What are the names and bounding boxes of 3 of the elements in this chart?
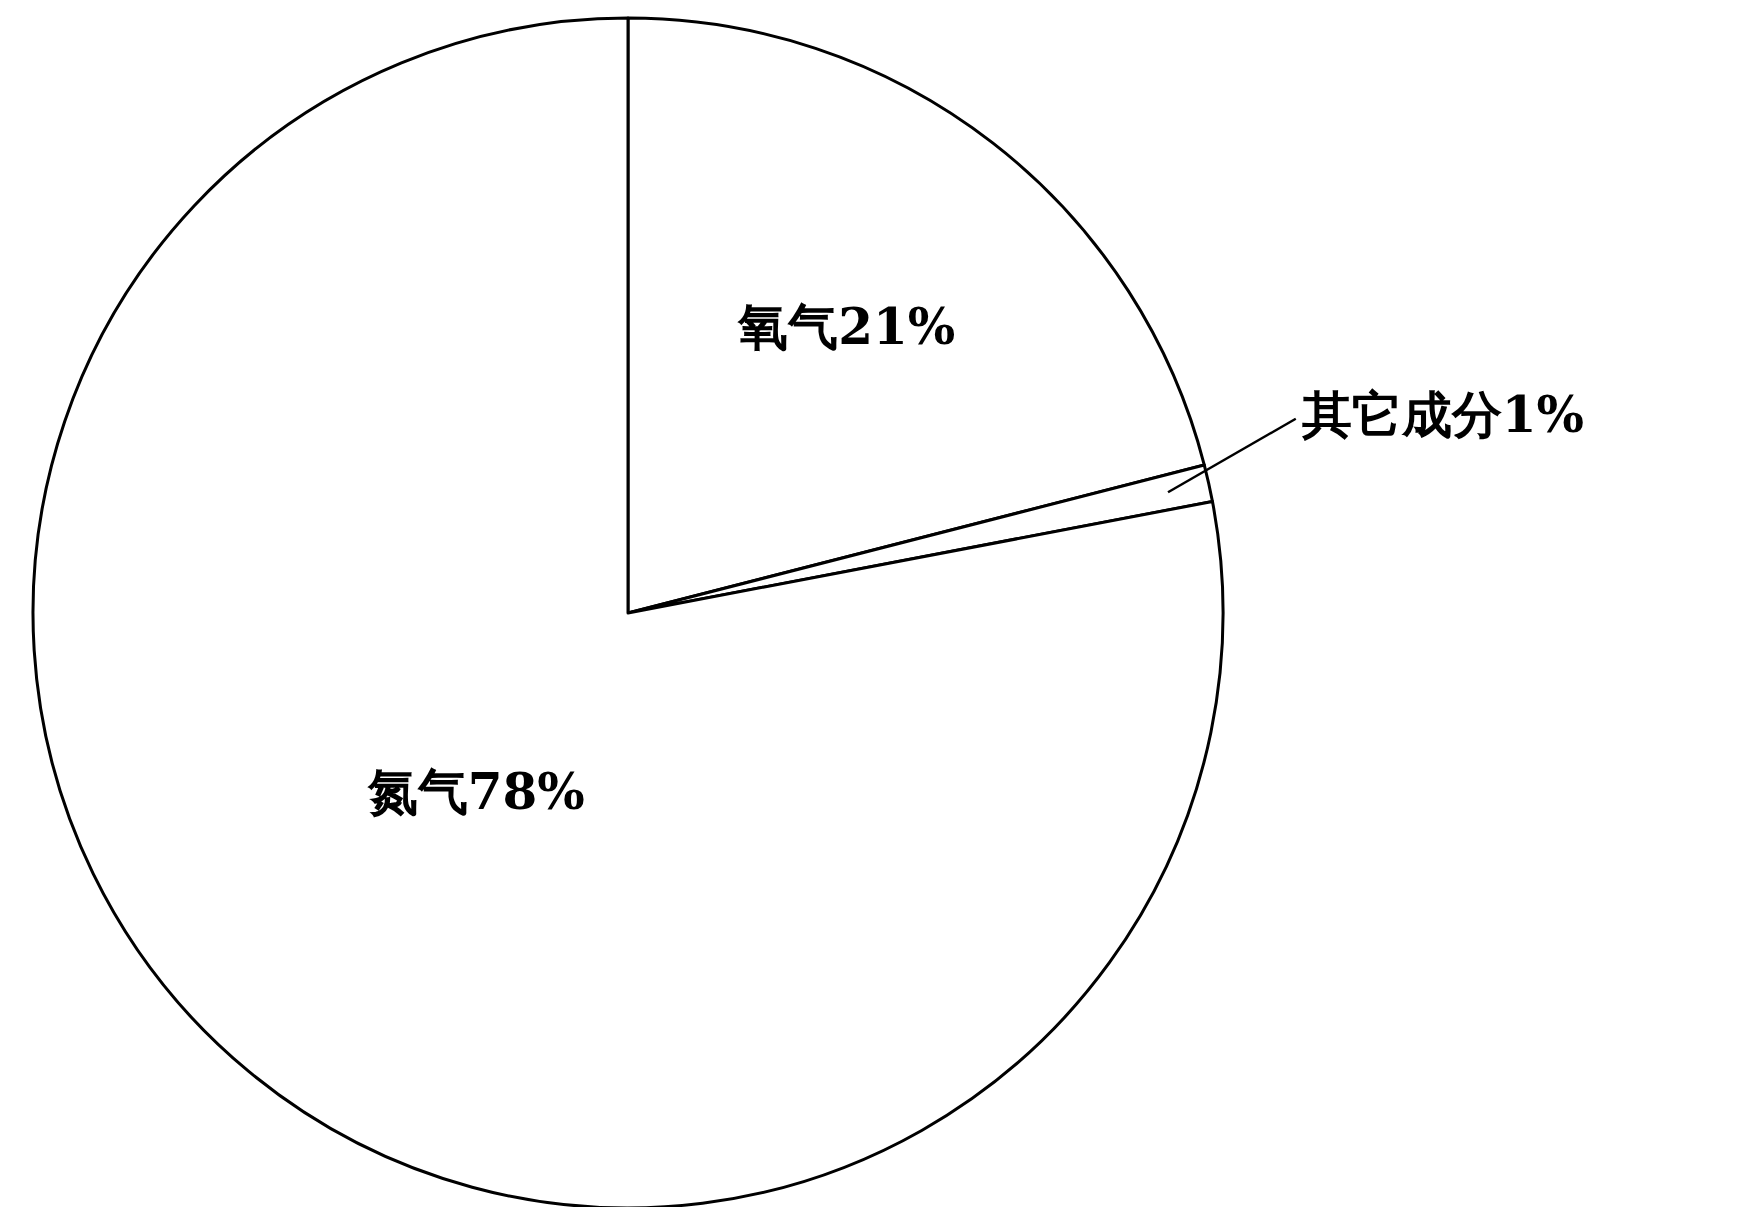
slice-label: 其它成分1% xyxy=(1300,384,1585,444)
slice-label: 氮气78% xyxy=(366,762,585,822)
slice-label: 氧气21% xyxy=(737,296,956,356)
